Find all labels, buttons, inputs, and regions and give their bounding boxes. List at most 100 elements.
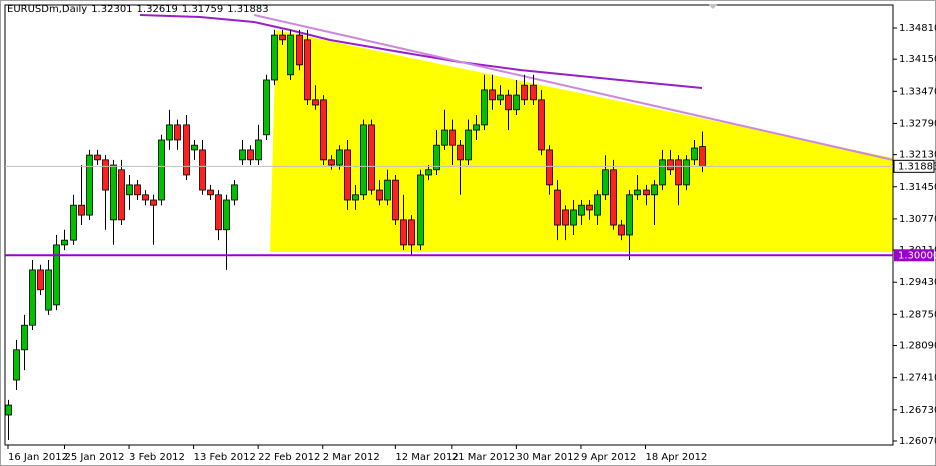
candle-body xyxy=(207,189,214,196)
candle-body xyxy=(530,84,537,101)
candle-body xyxy=(505,94,512,111)
candle-body xyxy=(53,244,60,306)
candle-body xyxy=(223,199,230,231)
candle-body xyxy=(37,269,44,291)
candle-body xyxy=(360,124,367,196)
y-tick-label: 1.34810 xyxy=(899,23,936,34)
y-tick-label: 1.27410 xyxy=(899,373,936,384)
candle-body xyxy=(118,169,125,221)
candle-body xyxy=(215,194,222,231)
y-tick-label: 1.32130 xyxy=(899,150,936,161)
candle-body xyxy=(287,34,294,76)
candle-body xyxy=(643,189,650,196)
candle-body xyxy=(142,194,149,201)
candle-body xyxy=(231,184,238,201)
candle-body xyxy=(344,149,351,201)
level-label-box xyxy=(894,249,934,262)
x-tick-label: 9 Apr 2012 xyxy=(581,452,636,463)
candle-body xyxy=(384,179,391,201)
candle-body xyxy=(102,159,109,191)
y-tick-label: 1.26730 xyxy=(899,405,936,416)
candle-body xyxy=(594,194,601,216)
x-tick-label: 16 Jan 2012 xyxy=(8,452,68,463)
candle-body xyxy=(304,39,311,101)
candle-body xyxy=(126,184,133,196)
candle-body xyxy=(578,204,585,216)
price-label: 1.31883 xyxy=(898,161,936,172)
candle-body xyxy=(481,89,488,126)
candle-body xyxy=(570,209,577,226)
x-tick-label: 2 Mar 2012 xyxy=(323,452,380,463)
last-close: 1.31883 xyxy=(227,4,269,15)
x-tick-label: 12 Mar 2012 xyxy=(395,452,458,463)
candle-body xyxy=(497,94,504,101)
candle-body xyxy=(489,89,496,101)
candle-body xyxy=(247,149,254,161)
candle-body xyxy=(134,184,141,196)
candle-body xyxy=(29,269,36,326)
x-tick-label: 18 Apr 2012 xyxy=(646,452,708,463)
candle-body xyxy=(352,194,359,201)
candle-body xyxy=(328,159,335,166)
candle-body xyxy=(368,124,375,191)
candle-body xyxy=(699,146,706,167)
candle-body xyxy=(150,199,157,206)
price-label-box xyxy=(893,159,935,173)
x-tick-label: 21 Mar 2012 xyxy=(452,452,515,463)
candle-body xyxy=(513,94,520,111)
candle-body xyxy=(21,324,28,351)
x-tick-label: 25 Jan 2012 xyxy=(64,452,124,463)
y-tick-label: 1.34150 xyxy=(899,54,936,65)
x-tick-label: 3 Feb 2012 xyxy=(129,452,185,463)
x-tick-label: 13 Feb 2012 xyxy=(194,452,256,463)
y-tick-label: 1.30770 xyxy=(899,214,936,225)
candle-body xyxy=(239,149,246,161)
candle-body xyxy=(392,179,399,221)
candle-body xyxy=(659,159,666,186)
scroll-marker xyxy=(708,4,718,9)
candle-body xyxy=(199,149,206,191)
candle-body xyxy=(473,124,480,131)
candle-body xyxy=(110,164,117,221)
candle-body xyxy=(465,129,472,161)
candle-body xyxy=(158,139,165,201)
candle-body xyxy=(70,204,77,241)
candle-body xyxy=(457,144,464,161)
candle-body xyxy=(546,149,553,186)
candle-body xyxy=(174,124,181,141)
candle-body xyxy=(5,404,12,416)
moving-average xyxy=(139,14,703,89)
y-tick-label: 1.31450 xyxy=(899,182,936,193)
candle-body xyxy=(626,194,633,236)
candle-body xyxy=(376,189,383,201)
candle-body xyxy=(610,169,617,226)
candle-body xyxy=(586,204,593,211)
candle-body xyxy=(191,144,198,151)
candle-body xyxy=(400,219,407,246)
y-tick-label: 1.28750 xyxy=(899,309,936,320)
candle-body xyxy=(449,129,456,146)
candle-body xyxy=(86,154,93,216)
candle-body xyxy=(408,219,415,246)
candle-body xyxy=(263,79,270,136)
trendline xyxy=(253,14,894,161)
candle-body xyxy=(683,159,690,186)
last-open: 1.32301 xyxy=(91,4,133,15)
candle-body xyxy=(296,34,303,66)
candle-body xyxy=(667,159,674,171)
candle-body xyxy=(255,139,262,161)
x-tick-label: 22 Feb 2012 xyxy=(258,452,320,463)
candle-body xyxy=(441,129,448,146)
triangle-zone xyxy=(270,30,893,252)
candle-body xyxy=(433,144,440,171)
header: EURUSDm,Daily 1.32301 1.32619 1.31759 1.… xyxy=(7,4,269,15)
candle-body xyxy=(417,174,424,246)
candle-body xyxy=(554,189,561,226)
candle-body xyxy=(279,34,286,41)
candle-body xyxy=(651,184,658,196)
y-tick-label: 1.29430 xyxy=(899,277,936,288)
y-tick-label: 1.32790 xyxy=(899,118,936,129)
candle-body xyxy=(562,209,569,226)
